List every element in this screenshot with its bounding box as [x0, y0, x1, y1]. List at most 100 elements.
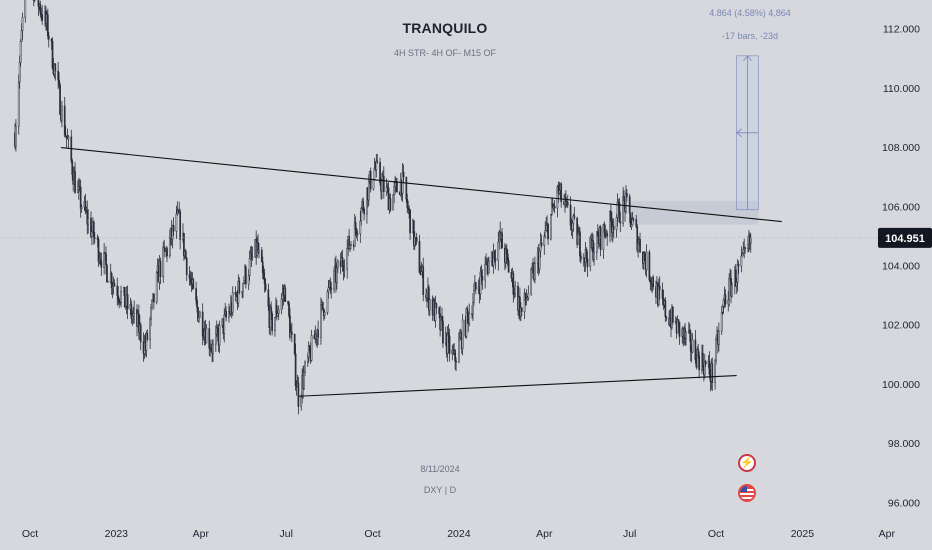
candle-body	[616, 201, 619, 218]
candle-body	[697, 348, 700, 356]
candle-body	[74, 171, 76, 193]
candle-body	[107, 281, 109, 283]
candle-body	[20, 30, 23, 42]
candle-body	[175, 213, 178, 232]
y-tick-label: 102.000	[882, 320, 920, 332]
candle-body	[458, 339, 460, 363]
candle-body	[195, 288, 197, 301]
candle-body	[346, 248, 349, 270]
candle-body	[47, 35, 50, 40]
candle-body	[718, 330, 720, 346]
candle-body	[648, 251, 651, 281]
candle-body	[494, 258, 497, 261]
candle-body	[722, 299, 725, 307]
candle-body	[435, 303, 438, 309]
last-price-layer: 104.951	[0, 227, 932, 248]
candle-body	[550, 214, 552, 240]
candle-body	[543, 236, 546, 246]
candle-body	[474, 282, 477, 290]
upper-trendline[interactable]	[60, 147, 782, 223]
candle-body	[179, 211, 182, 240]
candle-body	[238, 280, 241, 294]
candle-body	[359, 220, 362, 234]
candle-body	[184, 250, 187, 259]
candle-body	[736, 264, 739, 283]
candle-body	[715, 338, 717, 362]
candle-body	[261, 261, 264, 274]
last-price-tag	[878, 227, 932, 248]
candle-body	[327, 287, 330, 292]
candle-body	[245, 266, 247, 285]
candle-body	[199, 311, 201, 318]
candle-body	[356, 233, 359, 235]
x-tick-label: 2023	[105, 528, 129, 540]
measure-label-change: 4.864 (4.58%) 4,864	[709, 8, 791, 18]
candle-body	[569, 204, 572, 226]
candle-body	[251, 256, 254, 259]
candle-body	[97, 239, 100, 262]
candle-body	[612, 226, 615, 230]
candle-body	[721, 306, 724, 313]
y-tick-label: 98.000	[888, 438, 920, 450]
candle-body	[585, 249, 588, 259]
candle-body	[545, 225, 548, 231]
candle-body	[694, 339, 697, 361]
candle-body	[87, 217, 90, 225]
candle-body	[50, 39, 53, 42]
candle-body	[501, 232, 503, 249]
candle-body	[389, 198, 392, 211]
candle-body	[560, 183, 563, 203]
candle-body	[310, 335, 313, 361]
candle-body	[714, 360, 716, 383]
candle-body	[330, 287, 333, 290]
candle-body	[64, 134, 67, 137]
candle-body	[41, 14, 44, 21]
candle-body	[737, 264, 740, 267]
candle-body	[21, 17, 24, 31]
candle-body	[493, 250, 496, 259]
candle-body	[727, 299, 730, 305]
candle-body	[146, 333, 149, 340]
candle-body	[375, 160, 378, 171]
candle-body	[741, 253, 744, 257]
lightning-icon[interactable]: ⚡	[738, 454, 756, 472]
candle-body	[688, 330, 691, 333]
us-flag-icon[interactable]	[738, 484, 756, 502]
candle-body	[408, 208, 411, 210]
x-axis: Oct 2023 Apr Jul Oct 2024 Apr Jul Oct 2025 Apr	[22, 528, 896, 540]
candle-body	[420, 271, 423, 275]
candle-body	[530, 269, 533, 294]
candle-body	[698, 355, 701, 371]
candle-body	[196, 299, 198, 308]
candle-body	[626, 193, 628, 197]
candle-body	[145, 333, 148, 351]
candle-body	[280, 298, 283, 310]
chart-title: TRANQUILO	[402, 20, 488, 36]
candle-body	[84, 201, 87, 212]
candle-body	[661, 289, 664, 299]
candle-body	[538, 251, 541, 270]
candle-body	[665, 316, 668, 319]
candle-body	[428, 299, 431, 311]
candle-body	[708, 360, 711, 375]
candle-body	[677, 319, 680, 323]
candle-body	[304, 361, 306, 373]
candle-body	[461, 319, 464, 350]
candle-body	[749, 237, 752, 244]
candle-body	[702, 352, 704, 368]
candle-body	[116, 285, 119, 296]
candle-body	[544, 230, 547, 237]
candle-body	[413, 237, 416, 246]
candle-body	[392, 194, 395, 211]
lower-trendline[interactable]	[298, 374, 737, 397]
candle-body	[689, 332, 692, 352]
candle-body	[379, 162, 381, 184]
y-tick-label: 96.000	[888, 497, 920, 509]
candle-body	[65, 135, 68, 139]
candle-body	[276, 313, 279, 317]
candle-body	[577, 233, 579, 245]
candle-body	[580, 255, 582, 260]
candle-body	[77, 189, 79, 193]
